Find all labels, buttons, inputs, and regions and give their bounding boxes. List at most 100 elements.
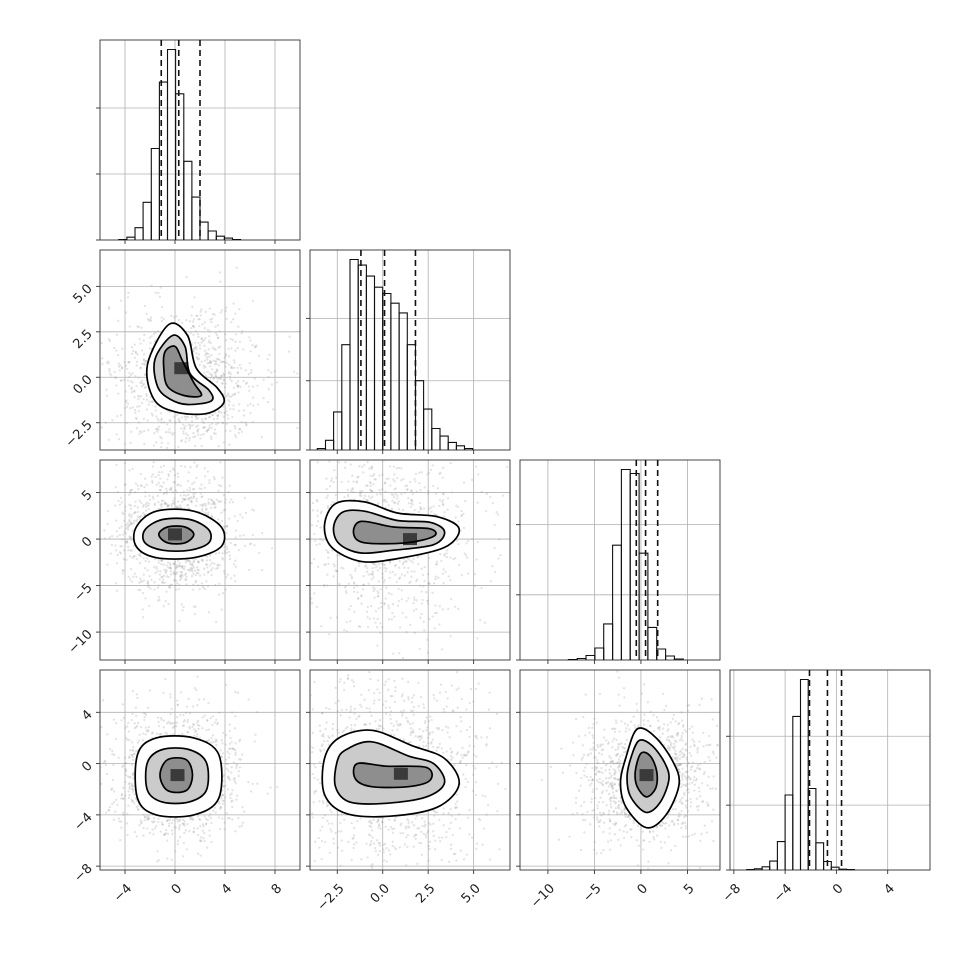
pair-0-2-point-407 [217, 500, 220, 503]
pair-0-3-point-538 [241, 805, 244, 809]
pair-1-2-point-287 [418, 482, 421, 485]
pair-1-3-point-70 [310, 756, 312, 760]
pair-0-3-point-256 [105, 772, 109, 776]
pair-0-2-point-450 [225, 545, 228, 548]
pair-0-3-point-495 [228, 742, 231, 746]
pair-1-3-point-381 [305, 845, 307, 847]
pair-1-2-point-536 [442, 502, 445, 506]
pair-2-3-point-265 [668, 735, 671, 738]
pair-0-3-point-198 [166, 839, 169, 842]
pair-0-3-point-179 [169, 693, 172, 696]
pair-1-3-point-179 [411, 709, 415, 712]
pair-0-1-point-204 [203, 338, 206, 342]
pair-0-1-point-584 [127, 361, 131, 364]
pair-1-3-point-600 [360, 858, 363, 861]
pair-1-2-point-680 [466, 556, 469, 559]
pair-0-2-point-629 [178, 561, 181, 565]
pair-1-3-point-147 [267, 811, 269, 813]
pair-0-2-point-353 [136, 518, 139, 521]
pair-1-3-point-99 [346, 677, 350, 680]
pair-0-1-point-273 [225, 422, 228, 425]
pair-0-3-point-200 [212, 740, 215, 744]
pair-0-1-point-193 [147, 319, 150, 322]
pair-0-2-point-479 [177, 587, 180, 591]
pair-1-2-point-68 [397, 466, 401, 470]
pair-0-2-point-110 [167, 473, 170, 476]
pair-0-2-point-129 [80, 472, 82, 474]
pair-1-2-point-159 [420, 602, 424, 605]
pair-0-3-point-135 [130, 782, 134, 786]
pair-0-1-point-376 [228, 375, 232, 378]
pair-0-1-point-350 [128, 375, 131, 379]
pair-0-1-point-90 [203, 426, 206, 429]
pair-0-1-point-247 [181, 471, 183, 473]
pair-1-2-point-275 [499, 554, 502, 557]
pair-2-3-point-213 [676, 759, 679, 763]
pair-0-2-point-515 [187, 498, 190, 501]
pair-2-3-point-116 [614, 762, 618, 765]
pair-0-2-point-135 [155, 565, 158, 569]
pair-0-2-point-366 [153, 588, 156, 591]
pair-2-3-point-584 [589, 775, 592, 779]
pair-1-2-point-514 [360, 594, 363, 598]
pair-1-2-point-628 [423, 565, 426, 569]
pair-2-3-point-392 [579, 848, 583, 852]
pair-0-1-point-448 [166, 423, 169, 426]
pair-2-3-point-521 [683, 791, 686, 795]
pair-1-3-point-141 [464, 785, 467, 789]
pair-2-3-point-185 [750, 772, 752, 774]
pair-2-3-point-445 [641, 830, 644, 833]
pair-1-2-point-670 [438, 623, 441, 626]
pair-0-2-point-432 [201, 509, 204, 512]
pair-0-3-point-492 [85, 753, 87, 755]
pair-1-3-point-641 [449, 821, 453, 824]
pair-0-2-point-620 [179, 484, 182, 487]
pair-1-2-point-440 [373, 473, 376, 476]
pair-0-1-point-113 [197, 357, 201, 361]
pair-2-3-point-674 [633, 724, 636, 727]
pair-0-1-point-76 [131, 372, 134, 375]
pair-1-2-point-55 [370, 489, 373, 492]
pair-1-3-point-191 [415, 833, 418, 836]
pair-1-3-point-521 [391, 729, 394, 732]
pair-1-3-point-60 [452, 709, 455, 713]
pair-0-3-point-469 [182, 714, 185, 717]
pair-1-3-point-139 [378, 823, 381, 826]
pair-0-3-point-235 [203, 839, 206, 843]
pair-0-1-point-147 [248, 389, 251, 392]
pair-0-1-point-152 [244, 382, 248, 385]
pair-0-1-point-55 [230, 347, 233, 350]
pair-1-3-point-258 [311, 812, 314, 815]
pair-0-1-point-220 [125, 399, 128, 402]
pair-0-1-point-342 [248, 336, 251, 339]
pair-1-3-point-445 [353, 826, 356, 830]
pair-0-2-point-460 [128, 512, 131, 516]
hist-2-bin-12 [673, 658, 684, 660]
pair-0-1-point-481 [137, 398, 140, 401]
pair-0-1-point-242 [115, 349, 118, 352]
pair-2-3-point-294 [684, 835, 688, 839]
pair-1-2-point-362 [332, 501, 335, 504]
pair-1-3-point-653 [368, 670, 371, 674]
pair-1-3-point-484 [415, 814, 419, 818]
pair-0-2-point-343 [176, 571, 179, 574]
pair-0-2-point-286 [138, 554, 141, 557]
pair-0-1-point-223 [220, 309, 224, 312]
pair-1-2-point-108 [479, 618, 482, 622]
pair-0-2-point-596 [149, 587, 152, 590]
pair-0-2-point-480 [125, 523, 128, 527]
pair-1-3-point-404 [348, 626, 350, 628]
pair-1-3-point-532 [263, 831, 265, 833]
pair-1-3-point-185 [365, 842, 368, 845]
pair-0-2-point-337 [173, 481, 177, 484]
pair-1-3-point-657 [339, 678, 342, 681]
pair-0-1-point-125 [213, 347, 216, 351]
pair-0-3-point-5 [221, 731, 225, 735]
pair-2-3-point-559 [668, 824, 671, 827]
pair-2-3-point-64 [604, 769, 607, 772]
pair-0-3-point-148 [234, 782, 237, 785]
pair-1-2-point-295 [402, 477, 405, 481]
pair-0-3-point-284 [203, 815, 206, 818]
pair-2-3-point-166 [581, 812, 584, 816]
xtick-label-2-0: −10 [528, 881, 558, 911]
